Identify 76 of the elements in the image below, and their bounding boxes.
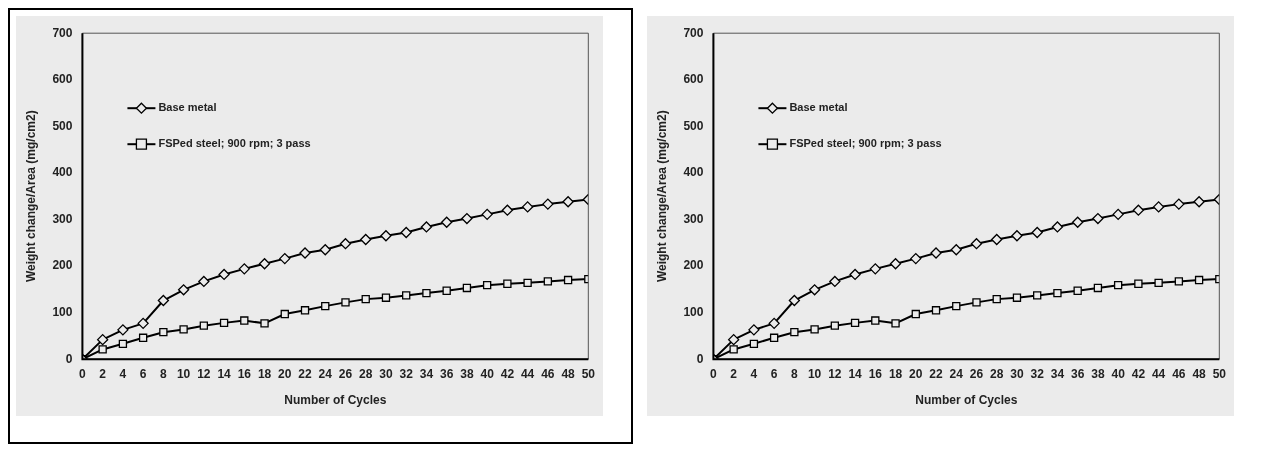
x-tick-label: 34 (419, 366, 434, 381)
x-tick-label: 40 (480, 366, 495, 381)
x-tick-label: 32 (1030, 366, 1045, 381)
x-tick-label: 34 (1050, 366, 1065, 381)
x-tick-label: 26 (969, 366, 984, 381)
x-tick-label: 32 (399, 366, 414, 381)
y-tick-label: 200 (52, 258, 73, 273)
y-tick-label: 300 (52, 211, 73, 226)
x-tick-label: 12 (197, 366, 211, 381)
y-tick-label: 0 (696, 351, 704, 366)
x-tick-label: 0 (710, 366, 718, 381)
x-tick-label: 4 (119, 366, 127, 381)
y-tick-label: 100 (683, 304, 704, 319)
x-tick-label: 26 (338, 366, 353, 381)
x-tick-label: 0 (79, 366, 87, 381)
legend-label: Base metal (158, 101, 217, 114)
x-tick-label: 50 (1212, 366, 1227, 381)
x-tick-label: 36 (439, 366, 454, 381)
y-tick-label: 0 (65, 351, 73, 366)
y-tick-label: 200 (683, 258, 704, 273)
x-tick-label: 16 (868, 366, 883, 381)
y-tick-label: 700 (52, 25, 73, 40)
y-axis-title: Weight change/Area (mg/cm2) (23, 110, 38, 283)
x-tick-label: 46 (541, 366, 555, 381)
x-tick-label: 24 (949, 366, 964, 381)
legend-label: Base metal (789, 101, 848, 114)
x-tick-label: 28 (990, 366, 1004, 381)
x-tick-label: 10 (176, 366, 191, 381)
x-tick-label: 6 (139, 366, 147, 381)
y-tick-label: 600 (683, 72, 704, 87)
x-tick-label: 44 (1151, 366, 1166, 381)
x-tick-label: 24 (318, 366, 333, 381)
x-tick-label: 2 (730, 366, 738, 381)
x-tick-label: 6 (770, 366, 778, 381)
x-tick-label: 38 (460, 366, 474, 381)
x-tick-label: 42 (500, 366, 515, 381)
x-tick-label: 14 (848, 366, 863, 381)
x-tick-label: 8 (160, 366, 168, 381)
y-tick-label: 400 (683, 165, 704, 180)
x-tick-label: 48 (1192, 366, 1207, 381)
x-tick-label: 2 (99, 366, 107, 381)
legend-label: FSPed steel; 900 rpm; 3 pass (789, 137, 942, 150)
x-tick-label: 18 (257, 366, 272, 381)
x-tick-label: 48 (561, 366, 576, 381)
x-axis-title: Number of Cycles (284, 393, 387, 408)
x-tick-label: 4 (750, 366, 758, 381)
y-tick-label: 500 (683, 118, 704, 133)
x-tick-label: 44 (520, 366, 535, 381)
x-tick-label: 18 (888, 366, 903, 381)
x-tick-label: 50 (581, 366, 596, 381)
x-tick-label: 30 (1010, 366, 1024, 381)
x-tick-label: 10 (807, 366, 822, 381)
x-tick-label: 22 (929, 366, 944, 381)
x-tick-label: 36 (1070, 366, 1085, 381)
x-tick-label: 20 (909, 366, 923, 381)
x-tick-label: 16 (237, 366, 252, 381)
x-tick-label: 30 (379, 366, 393, 381)
x-tick-label: 40 (1111, 366, 1126, 381)
x-axis-title: Number of Cycles (915, 393, 1018, 408)
y-axis-title: Weight change/Area (mg/cm2) (654, 110, 669, 283)
y-tick-label: 400 (52, 165, 73, 180)
y-tick-label: 300 (683, 211, 704, 226)
x-tick-label: 38 (1091, 366, 1105, 381)
y-tick-label: 100 (52, 304, 73, 319)
x-tick-label: 28 (359, 366, 373, 381)
x-tick-label: 8 (791, 366, 799, 381)
x-tick-label: 42 (1131, 366, 1146, 381)
x-tick-label: 20 (278, 366, 292, 381)
x-tick-label: 22 (298, 366, 313, 381)
y-tick-label: 600 (52, 72, 73, 87)
y-tick-label: 500 (52, 118, 73, 133)
x-tick-label: 14 (217, 366, 232, 381)
y-tick-label: 700 (683, 25, 704, 40)
x-tick-label: 46 (1172, 366, 1186, 381)
legend-label: FSPed steel; 900 rpm; 3 pass (158, 137, 311, 150)
x-tick-label: 12 (828, 366, 842, 381)
